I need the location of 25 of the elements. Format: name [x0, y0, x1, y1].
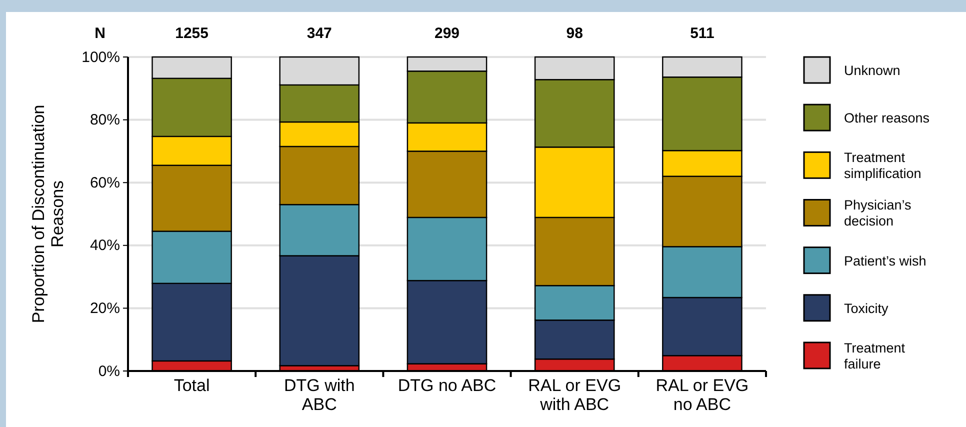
legend-label: Toxicity	[844, 300, 889, 316]
y-tick-label: 100%	[82, 48, 120, 66]
text: 98	[566, 25, 583, 42]
legend-label: Treatment simplification	[844, 150, 922, 182]
y-tick-label: 0%	[98, 362, 120, 380]
legend-label: Physician’s decision	[844, 198, 912, 229]
y-tick-label: 40%	[90, 237, 120, 254]
y-axis-title: Proportion of Discontinuation Reasons	[29, 104, 67, 324]
text: 511	[690, 25, 714, 42]
x-tick-label: DTG with ABC	[284, 376, 355, 414]
x-tick-label: DTG no ABC	[398, 376, 496, 395]
text: 1255	[175, 25, 208, 42]
text: 299	[434, 25, 460, 42]
y-tick-label: 20%	[90, 300, 120, 317]
text: 347	[306, 25, 332, 42]
legend-label: Other reasons	[844, 110, 930, 126]
legend-label: Patient’s wish	[844, 253, 926, 268]
x-tick-label: Total	[174, 376, 210, 395]
y-tick-label: 60%	[90, 174, 120, 192]
y-tick-label: 80%	[90, 112, 120, 129]
x-tick-label: RAL or EVG with ABC	[528, 376, 622, 414]
text: N	[94, 25, 106, 42]
x-tick-label: RAL or EVG no ABC	[656, 376, 749, 414]
legend-label: Unknown	[844, 63, 900, 78]
legend-label: Treatment failure	[844, 340, 906, 372]
